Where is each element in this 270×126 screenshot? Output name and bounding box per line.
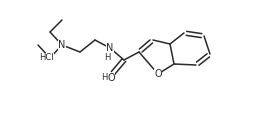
Text: O: O [154, 69, 162, 79]
Text: H: H [104, 53, 110, 61]
Text: HCl: HCl [39, 54, 53, 62]
Text: N: N [58, 40, 66, 50]
Text: H: H [101, 73, 107, 83]
Text: O: O [107, 73, 115, 83]
Text: N: N [106, 43, 114, 53]
